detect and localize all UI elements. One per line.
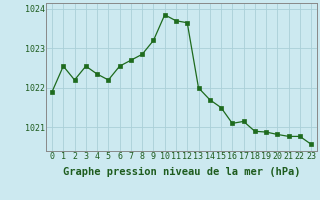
X-axis label: Graphe pression niveau de la mer (hPa): Graphe pression niveau de la mer (hPa) [63,167,300,177]
